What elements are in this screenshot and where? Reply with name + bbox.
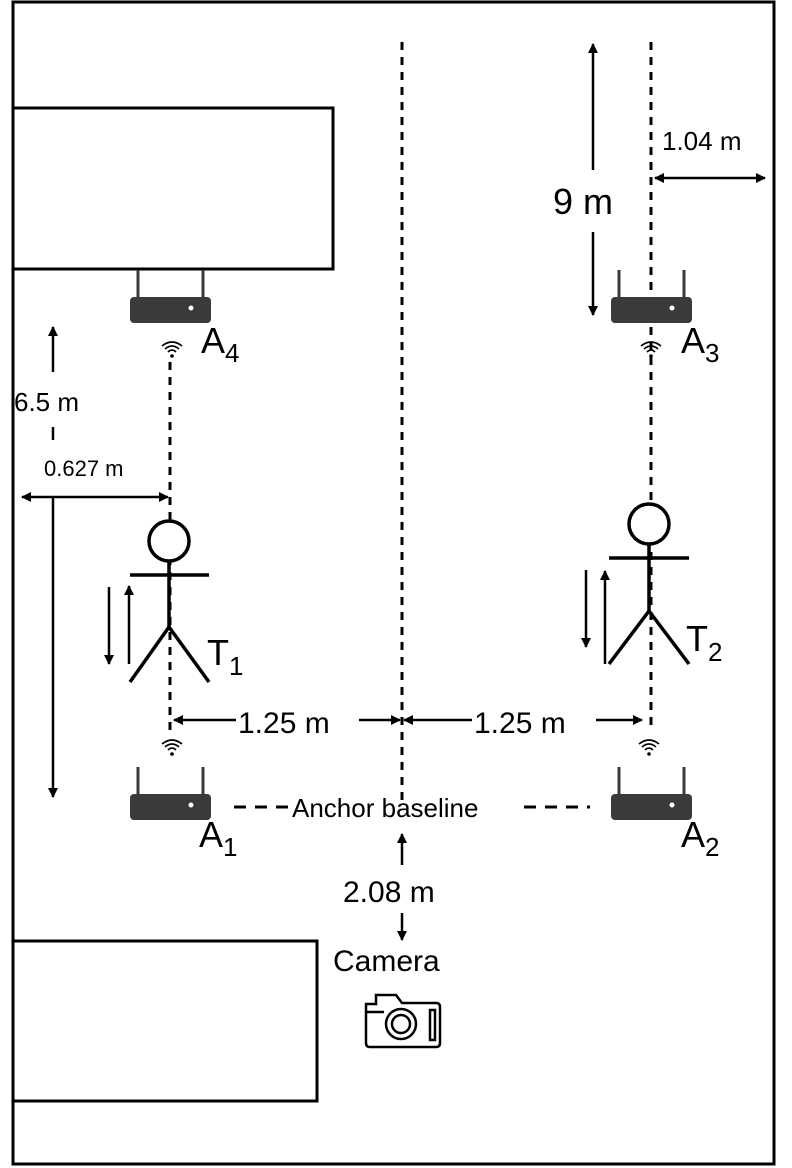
- anchor-a1-label: A1: [199, 814, 237, 862]
- target-t1-label: T1: [207, 632, 243, 681]
- right-wall-distance-label: 1.04 m: [662, 126, 742, 156]
- upper-left-furniture-block: [11, 106, 335, 271]
- anchor-a4-wifi-signal-icon: [161, 341, 183, 359]
- camera-label: Camera: [333, 945, 440, 978]
- anchor-a2-label: A2: [681, 814, 719, 862]
- anchor-a1-wifi-signal-icon: [161, 739, 183, 757]
- anchor-a3-router-icon: [609, 268, 694, 325]
- camera-icon: [364, 993, 442, 1049]
- left-wall-distance-label: 0.627 m: [44, 456, 124, 481]
- anchor-a4-router-icon: [128, 268, 213, 325]
- right-spacing-label: 1.25 m: [474, 707, 566, 740]
- anchor-a2-wifi-signal-icon: [638, 739, 660, 757]
- lower-left-furniture-block: [11, 939, 319, 1103]
- target-t1-person-icon: [128, 519, 211, 684]
- nine-m-label: 9 m: [553, 181, 613, 222]
- room-boundary: [11, 0, 776, 1166]
- anchor-a1-router-icon: [128, 765, 213, 822]
- camera-distance-label: 2.08 m: [343, 876, 435, 909]
- left-spacing-label: 1.25 m: [238, 707, 330, 740]
- anchor-baseline-label: Anchor baseline: [292, 793, 478, 823]
- six-five-m-label: 6.5 m: [14, 387, 79, 417]
- anchor-a2-router-icon: [609, 765, 694, 822]
- anchor-a4-label: A4: [201, 320, 239, 368]
- target-t2-person-icon: [607, 502, 691, 666]
- anchor-a3-label: A3: [681, 320, 719, 368]
- target-t2-label: T2: [686, 618, 722, 667]
